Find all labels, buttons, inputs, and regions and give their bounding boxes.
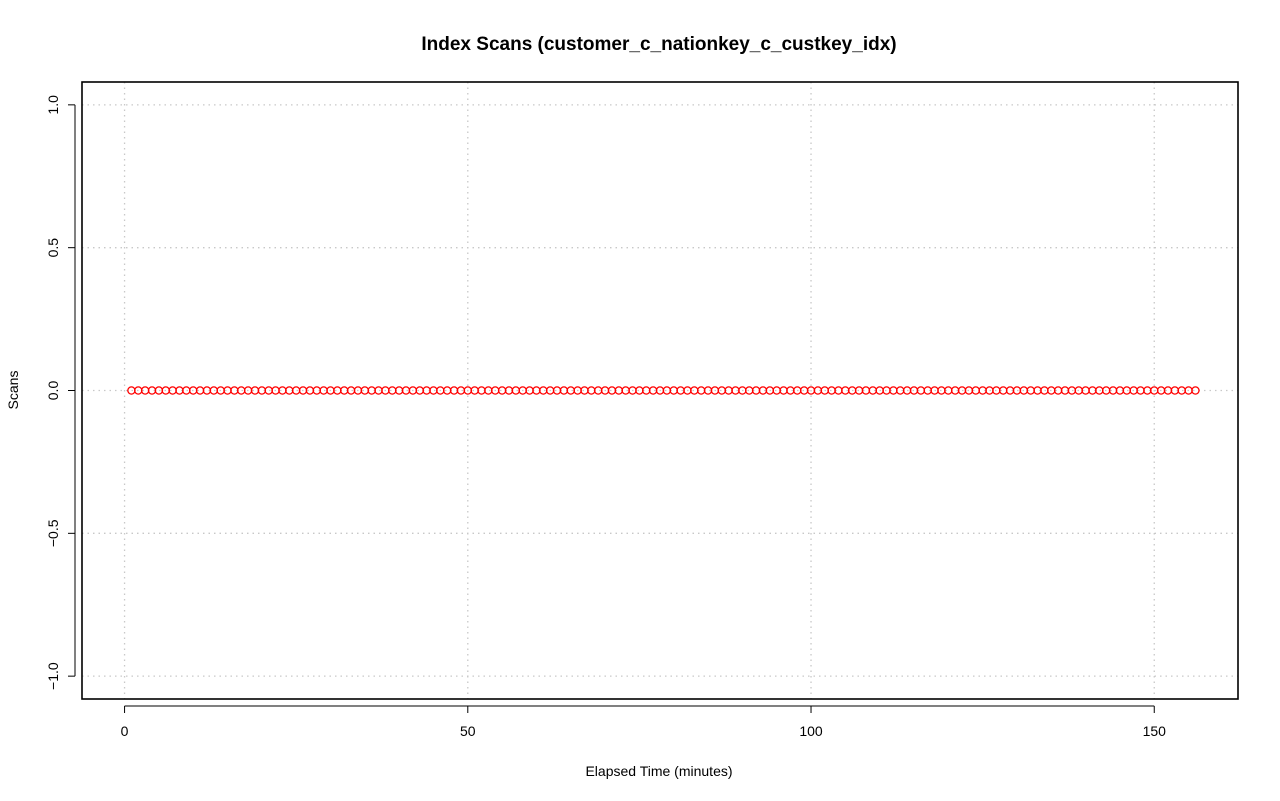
- data-point: [511, 386, 521, 395]
- data-point: [1191, 386, 1200, 395]
- chart-title: Index Scans (customer_c_nationkey_c_cust…: [421, 34, 896, 55]
- data-point: [607, 386, 617, 395]
- data-point: [319, 386, 328, 395]
- data-point: [278, 386, 287, 395]
- data-point: [703, 386, 713, 395]
- data-point: [648, 386, 658, 395]
- data-point: [127, 386, 136, 395]
- data-point: [744, 386, 754, 395]
- data-point: [154, 386, 164, 395]
- data-point: [1095, 386, 1104, 395]
- data-point: [662, 386, 672, 395]
- x-axis-label: Elapsed Time (minutes): [585, 763, 732, 779]
- x-tick-label: 150: [1143, 723, 1167, 739]
- data-point: [676, 386, 685, 395]
- data-point: [635, 386, 644, 395]
- y-axis-label: Scans: [5, 371, 21, 410]
- x-axis: 0 50 100 150: [121, 705, 1167, 739]
- x-tick-label: 0: [121, 723, 129, 739]
- data-point: [690, 386, 699, 395]
- data-point: [1012, 386, 1022, 395]
- data-point: [374, 386, 383, 395]
- data-point: [1122, 386, 1132, 395]
- data-point: [882, 386, 891, 395]
- data-point: [1067, 386, 1077, 395]
- x-tick-label: 50: [460, 723, 476, 739]
- y-tick-label: −1.0: [45, 662, 61, 690]
- data-point: [456, 386, 466, 395]
- data-point: [593, 386, 603, 395]
- x-tick-label: 100: [799, 723, 823, 739]
- data-point: [388, 386, 397, 395]
- data-point: [264, 386, 273, 395]
- data-point: [470, 386, 479, 395]
- data-point: [539, 386, 548, 395]
- data-point: [209, 386, 219, 395]
- y-tick-label: 1.0: [45, 95, 61, 115]
- data-point: [731, 386, 740, 395]
- data-point: [237, 386, 246, 395]
- data-point: [360, 386, 370, 395]
- plot-frame: [81, 81, 1239, 700]
- data-point: [525, 386, 534, 395]
- data-point: [717, 386, 727, 395]
- data-points: [127, 386, 1200, 395]
- data-point: [182, 386, 191, 395]
- data-point: [442, 386, 452, 395]
- data-point: [333, 386, 342, 395]
- data-point: [552, 386, 562, 395]
- data-point: [429, 386, 438, 395]
- data-point: [772, 386, 781, 395]
- data-point: [415, 386, 424, 395]
- data-point: [250, 386, 260, 395]
- data-point: [497, 386, 507, 395]
- data-point: [346, 386, 356, 395]
- data-point: [1040, 386, 1049, 395]
- data-point: [291, 386, 301, 395]
- data-point: [484, 386, 493, 395]
- data-point: [566, 386, 576, 395]
- y-tick-label: −0.5: [45, 519, 61, 547]
- data-point: [827, 386, 836, 395]
- y-tick-label: 0.5: [45, 238, 61, 258]
- grid: [82, 82, 1238, 699]
- data-point: [401, 386, 411, 395]
- data-point: [305, 386, 315, 395]
- data-point: [854, 386, 864, 395]
- y-tick-label: 0.0: [45, 381, 61, 401]
- data-point: [1177, 386, 1186, 395]
- y-axis: −1.0 −0.5 0.0 0.5 1.0: [45, 95, 76, 690]
- data-point: [580, 386, 589, 395]
- data-point: [621, 386, 630, 395]
- data-point: [1163, 386, 1173, 395]
- data-point: [799, 386, 809, 395]
